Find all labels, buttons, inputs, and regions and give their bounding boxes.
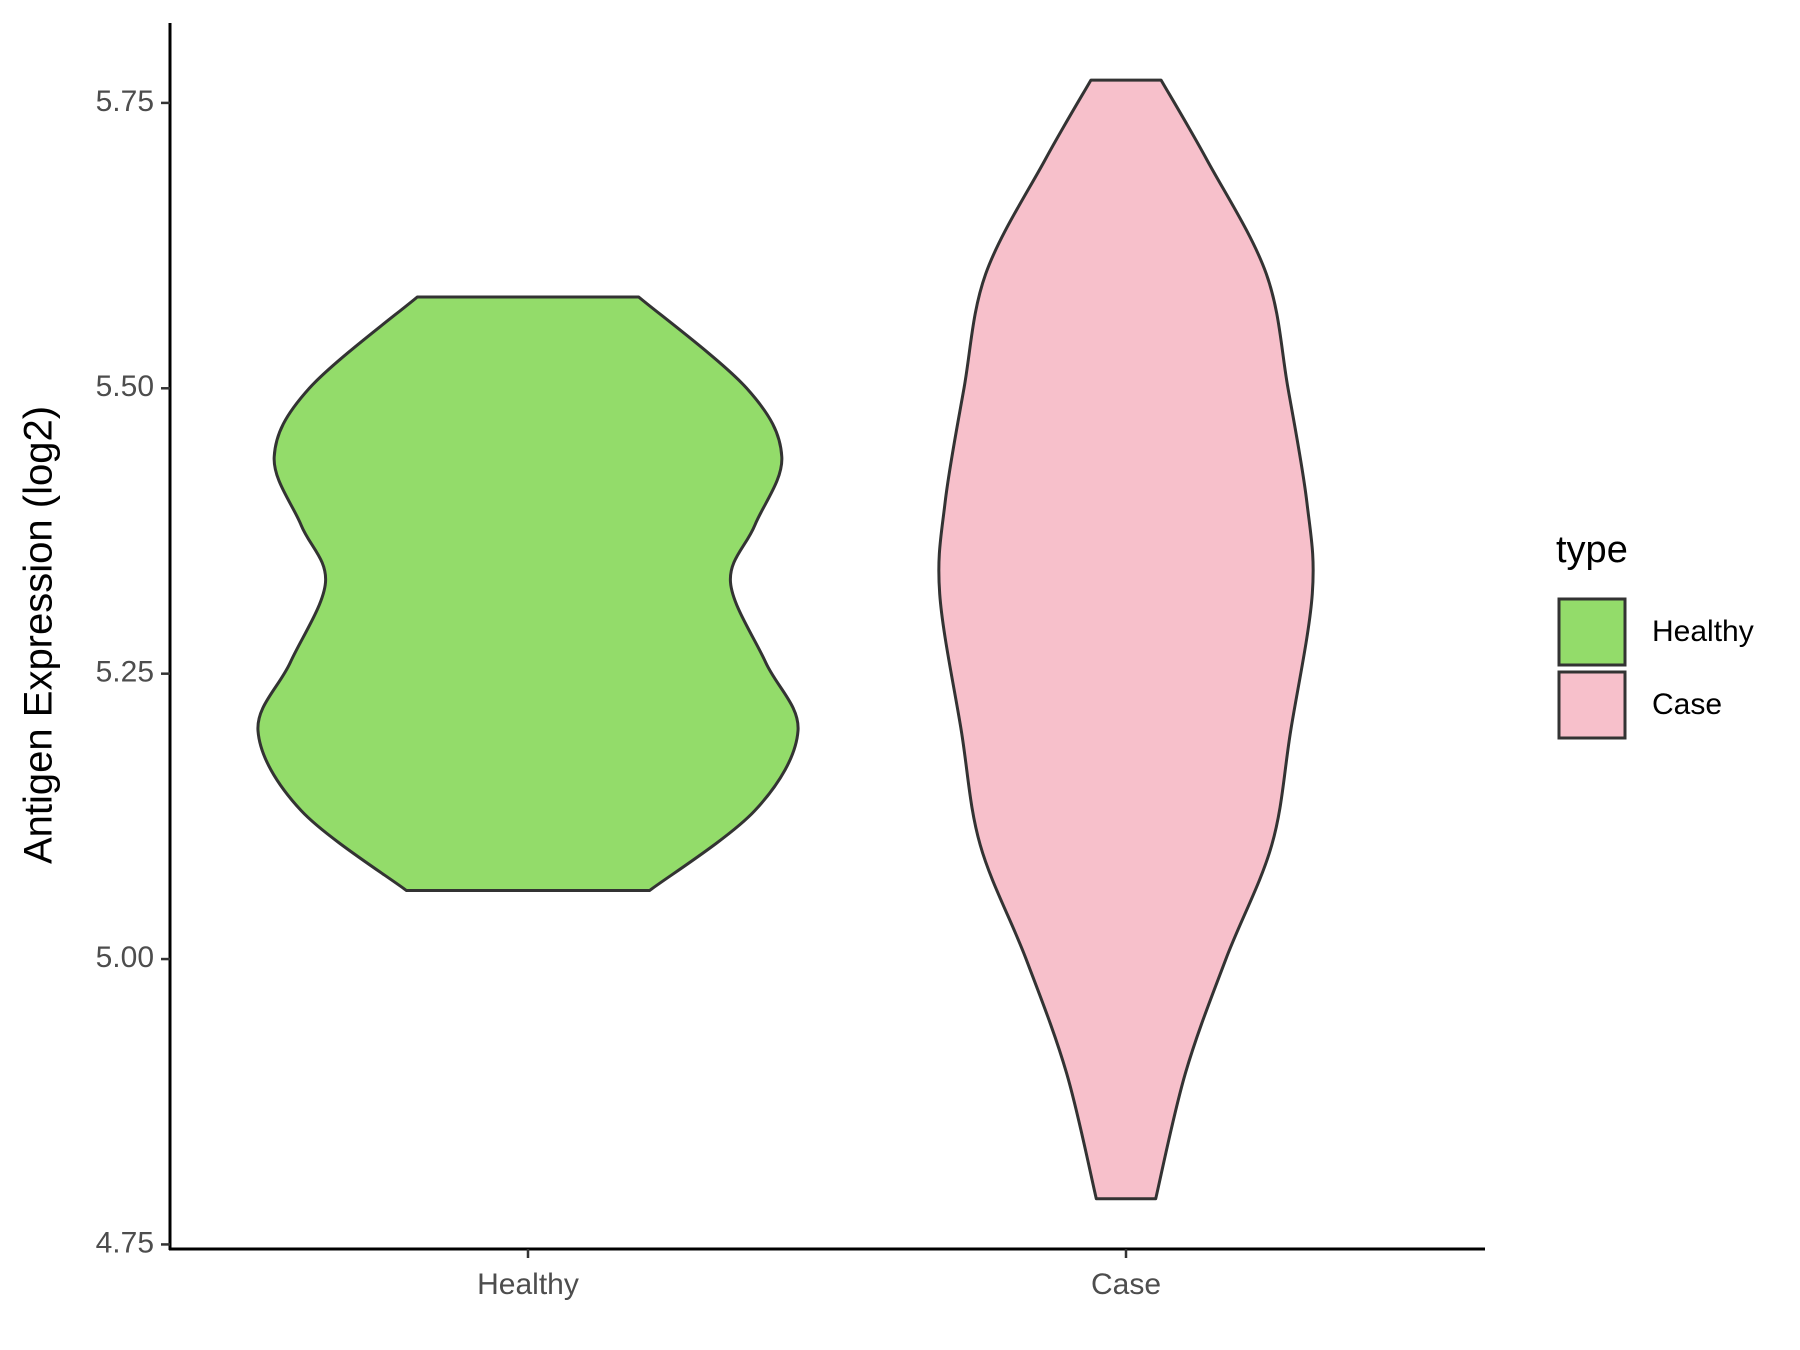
x-tick-label: Case (1091, 1268, 1161, 1301)
legend-title: type (1556, 529, 1628, 571)
y-tick-label: 5.25 (96, 656, 154, 689)
legend-label: Case (1652, 688, 1722, 721)
violin (256, 295, 800, 893)
legend-label: Healthy (1652, 615, 1754, 648)
y-tick-label: 5.75 (96, 85, 154, 118)
y-tick-label: 5.50 (96, 370, 154, 403)
y-axis-title: Antigen Expression (log2) (17, 406, 61, 864)
legend-key (1557, 597, 1627, 667)
legend-key (1557, 670, 1627, 740)
y-tick-label: 5.00 (96, 941, 154, 974)
violin (937, 78, 1315, 1201)
y-tick-label: 4.75 (96, 1226, 154, 1259)
x-tick-label: Healthy (477, 1268, 579, 1301)
